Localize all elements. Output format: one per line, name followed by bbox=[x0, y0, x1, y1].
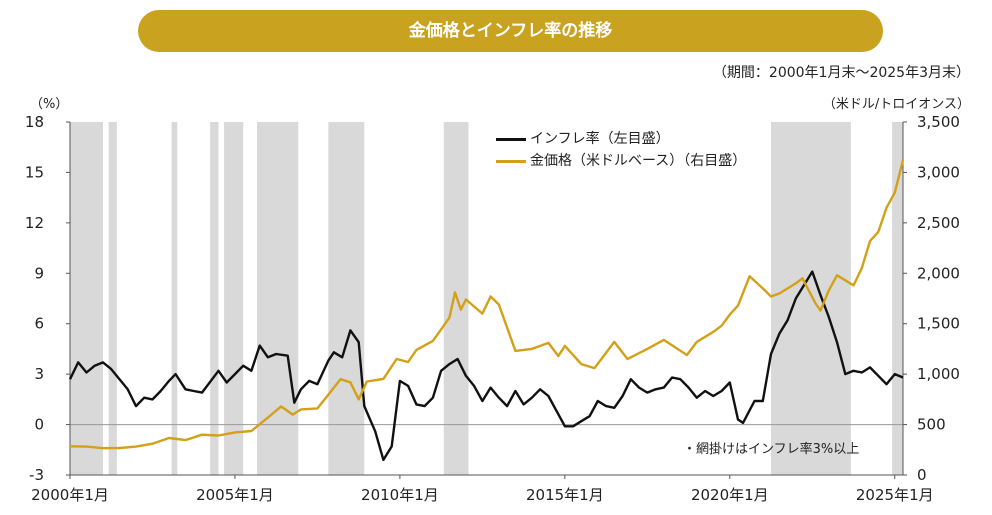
shaded-period-9 bbox=[892, 122, 903, 475]
right-tick-label: 1,500 bbox=[917, 315, 960, 333]
period-note: （期間：2000年1月末～2025年3月末） bbox=[712, 65, 970, 81]
left-tick-label: 6 bbox=[34, 315, 44, 333]
shaded-period-3 bbox=[210, 122, 219, 475]
x-tick-label: 2020年1月 bbox=[691, 486, 769, 504]
series-line-gold bbox=[69, 160, 905, 450]
series-line-inflation bbox=[68, 270, 904, 462]
legend-item-inflation: インフレ率（左目盛） bbox=[496, 128, 746, 150]
legend-swatch-inflation bbox=[496, 137, 526, 141]
shading-note: ・網掛けはインフレ率3%以上 bbox=[683, 442, 860, 457]
left-tick-label: 12 bbox=[25, 214, 44, 232]
shaded-period-2 bbox=[171, 122, 178, 475]
shaded-period-0 bbox=[70, 122, 103, 475]
shaded-period-5 bbox=[257, 122, 299, 475]
right-axis-unit: （米ドル/トロイオンス） bbox=[822, 97, 970, 112]
shaded-period-4 bbox=[224, 122, 244, 475]
legend-item-gold: 金価格（米ドルベース）（右目盛） bbox=[496, 150, 746, 172]
left-tick-label: 3 bbox=[34, 365, 44, 383]
right-tick-label: 1,000 bbox=[917, 365, 960, 383]
legend-label-gold: 金価格（米ドルベース）（右目盛） bbox=[530, 153, 747, 169]
legend: インフレ率（左目盛） 金価格（米ドルベース）（右目盛） bbox=[496, 128, 746, 172]
right-tick-label: 2,500 bbox=[917, 214, 960, 232]
shaded-period-1 bbox=[108, 122, 117, 475]
x-tick-label: 2005年1月 bbox=[196, 486, 274, 504]
chart-title-banner: 金価格とインフレ率の推移 bbox=[138, 10, 883, 52]
shaded-period-6 bbox=[328, 122, 365, 475]
left-tick-label: 9 bbox=[34, 264, 44, 282]
x-tick-label: 2000年1月 bbox=[31, 486, 109, 504]
x-tick-label: 2010年1月 bbox=[361, 486, 439, 504]
right-tick-label: 3,000 bbox=[917, 163, 960, 181]
left-tick-label: -3 bbox=[29, 466, 44, 484]
x-tick-label: 2015年1月 bbox=[526, 486, 604, 504]
legend-swatch-gold bbox=[496, 159, 526, 163]
right-tick-label: 0 bbox=[917, 466, 927, 484]
left-tick-label: 18 bbox=[25, 113, 44, 131]
left-tick-label: 15 bbox=[25, 163, 44, 181]
legend-label-inflation: インフレ率（左目盛） bbox=[530, 131, 670, 147]
shaded-period-8 bbox=[771, 122, 851, 475]
left-axis-unit: （%） bbox=[30, 97, 69, 112]
x-tick-label: 2025年1月 bbox=[856, 486, 934, 504]
left-tick-label: 0 bbox=[34, 416, 44, 434]
right-tick-label: 500 bbox=[917, 416, 946, 434]
right-tick-label: 2,000 bbox=[917, 264, 960, 282]
chart-title: 金価格とインフレ率の推移 bbox=[408, 21, 613, 41]
right-tick-label: 3,500 bbox=[917, 113, 960, 131]
